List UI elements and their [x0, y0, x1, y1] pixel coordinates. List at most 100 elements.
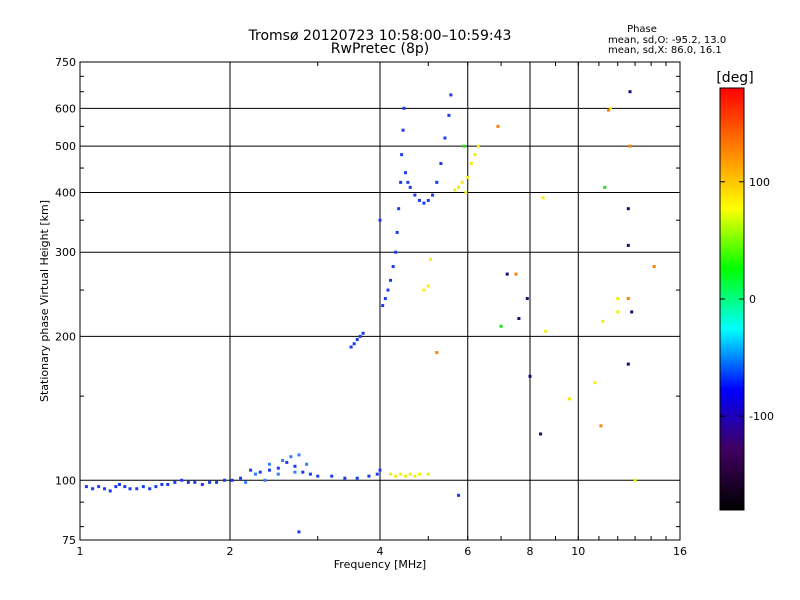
data-point: [301, 470, 305, 474]
data-point: [166, 482, 170, 486]
phase-header: Phase: [627, 24, 657, 35]
data-point: [293, 464, 297, 468]
data-point: [308, 472, 312, 476]
data-point: [567, 397, 571, 401]
data-point: [403, 474, 407, 478]
colorbar-label: [deg]: [716, 70, 753, 86]
data-point: [84, 485, 88, 489]
data-point: [349, 345, 353, 349]
y-tick-label: 400: [55, 186, 76, 199]
data-point: [435, 351, 439, 355]
data-point: [223, 478, 227, 482]
data-point: [108, 489, 112, 493]
y-tick-label: 300: [55, 246, 76, 259]
x-tick-label: 1: [77, 545, 84, 558]
data-point: [135, 487, 139, 491]
data-point: [355, 338, 359, 342]
data-point: [476, 144, 480, 148]
data-point: [381, 304, 385, 308]
data-point: [435, 180, 439, 184]
data-point: [628, 90, 632, 94]
data-point: [386, 288, 390, 292]
data-point: [399, 472, 403, 476]
data-point: [400, 153, 404, 157]
data-point: [193, 480, 197, 484]
data-point: [276, 472, 280, 476]
data-point: [316, 474, 320, 478]
data-point: [281, 458, 285, 462]
data-point: [230, 478, 234, 482]
data-point: [469, 161, 473, 165]
x-axis-label: Frequency [MHz]: [334, 558, 426, 571]
data-point: [378, 468, 382, 472]
data-point: [426, 472, 430, 476]
data-point: [457, 185, 461, 189]
data-point: [462, 144, 466, 148]
data-point: [297, 453, 301, 457]
phase-stat-x: mean, sd,X: 86.0, 16.1: [608, 45, 722, 56]
data-point: [103, 487, 107, 491]
data-point: [426, 284, 430, 288]
data-point: [173, 480, 177, 484]
data-point: [305, 462, 309, 466]
data-point: [160, 482, 164, 486]
data-point: [402, 106, 406, 110]
data-point: [539, 432, 543, 436]
data-point: [123, 485, 127, 489]
data-point: [466, 175, 470, 179]
data-point: [453, 188, 457, 192]
series-0: [84, 93, 461, 534]
data-point: [267, 468, 271, 472]
data-point: [422, 288, 426, 292]
data-point: [367, 474, 371, 478]
phase-stat-o: mean, sd,O: -95.2, 13.0: [608, 35, 726, 46]
data-point: [422, 201, 426, 205]
x-tick-label: 8: [527, 545, 534, 558]
data-point: [215, 480, 219, 484]
series-4: [462, 144, 607, 328]
data-point: [399, 180, 403, 184]
data-point: [263, 478, 267, 482]
y-tick-label: 200: [55, 330, 76, 343]
data-point: [447, 113, 451, 117]
data-point: [630, 310, 634, 314]
colorbar-tick-label: 0: [749, 293, 756, 306]
x-tick-label: 10: [571, 545, 585, 558]
data-point: [626, 297, 630, 301]
data-point: [496, 124, 500, 128]
x-tick-label: 4: [377, 545, 384, 558]
data-point: [330, 474, 334, 478]
data-point: [249, 468, 253, 472]
y-tick-label: 750: [55, 56, 76, 69]
data-point: [652, 265, 656, 269]
y-tick-label: 600: [55, 102, 76, 115]
data-point: [297, 530, 301, 534]
y-axis: 75 100 200 300 400 500 600 750: [55, 56, 680, 547]
data-point: [464, 190, 468, 194]
data-point: [285, 460, 289, 464]
x-tick-label: 16: [673, 545, 687, 558]
data-point: [97, 485, 101, 489]
data-point: [394, 250, 398, 254]
data-point: [128, 487, 132, 491]
data-point: [208, 480, 212, 484]
data-point: [417, 198, 421, 202]
data-point: [389, 278, 393, 282]
data-point: [114, 485, 118, 489]
data-point: [267, 462, 271, 466]
series-3: [435, 108, 656, 428]
x-tick-label: 6: [464, 545, 471, 558]
data-point: [293, 470, 297, 474]
data-point: [289, 455, 293, 459]
data-point: [375, 472, 379, 476]
data-point: [258, 470, 262, 474]
data-point: [417, 472, 421, 476]
data-point: [343, 476, 347, 480]
data-point: [141, 485, 145, 489]
data-point: [443, 136, 447, 140]
data-point: [358, 334, 362, 338]
data-point: [439, 161, 443, 165]
data-point: [528, 374, 532, 378]
series-5: [505, 90, 634, 436]
data-point: [541, 196, 545, 200]
